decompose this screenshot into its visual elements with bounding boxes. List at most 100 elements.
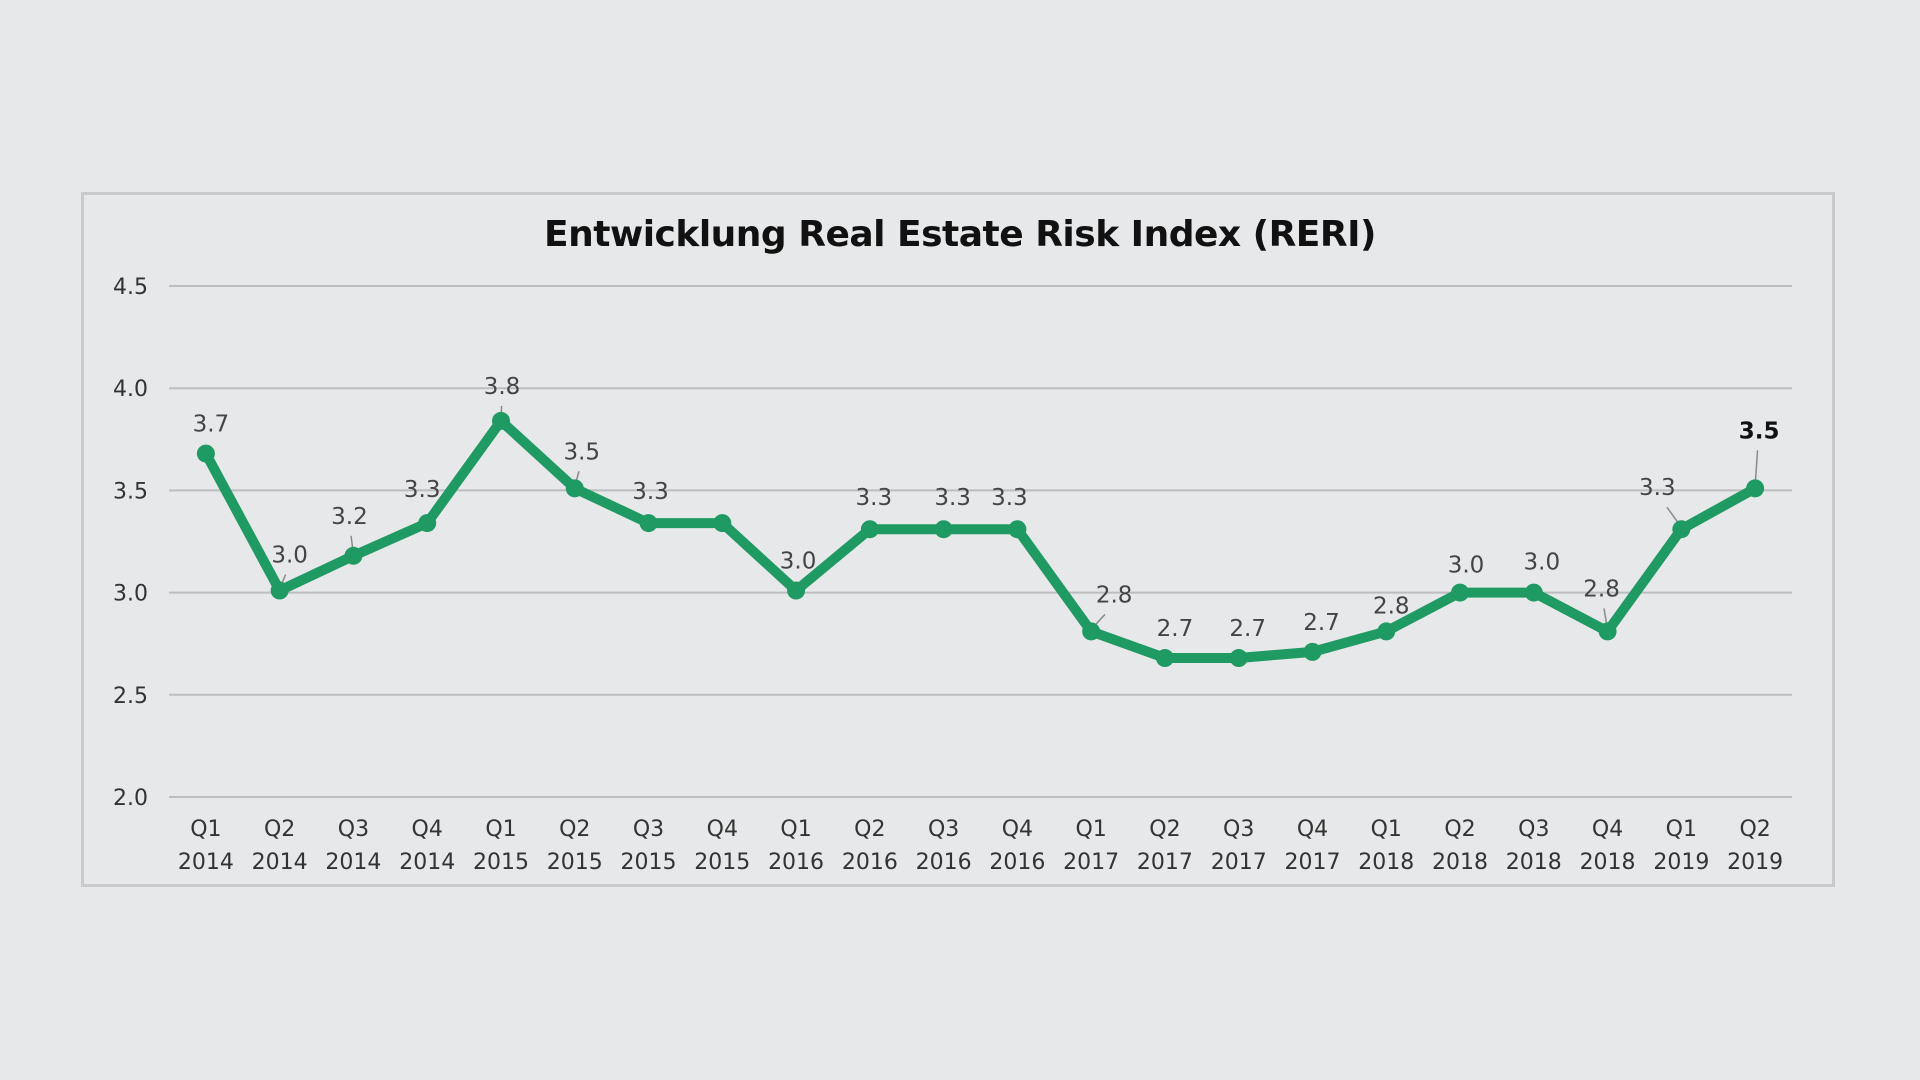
x-tick-year: 2018 [1506,850,1562,875]
x-tick-year: 2019 [1727,850,1783,875]
x-tick-year: 2017 [1137,850,1193,875]
x-axis-ticks: Q1 2014 Q2 2014 Q3 2014 Q4 2014 Q1 2015 Q2 2015 Q3 20… [178,817,1783,875]
data-label: 3.0 [271,543,308,569]
data-labels: 3.7 3.0 3.2 3.3 3.8 3.5 3.3 3.0 3.3 3.3 3.3 2.8 2.7 2… [193,374,1780,642]
x-tick-year: 2016 [768,850,824,875]
x-tick-year: 2018 [1358,850,1414,875]
data-label: 3.3 [632,479,669,505]
data-label: 3.3 [404,477,441,503]
x-tick-quarter: Q4 [707,817,738,842]
x-tick-quarter: Q1 [780,817,811,842]
x-tick-quarter: Q2 [1444,817,1475,842]
x-tick-year: 2016 [916,850,972,875]
x-tick-year: 2019 [1653,850,1709,875]
data-label: 3.3 [1639,475,1676,501]
data-point [1008,520,1027,539]
data-label: 3.3 [856,485,893,511]
data-label: 2.8 [1583,576,1620,602]
x-tick-year: 2017 [1284,850,1340,875]
data-label: 3.5 [1739,418,1780,444]
y-axis-ticks: 4.5 4.0 3.5 3.0 2.5 2.0 [113,275,148,811]
x-tick-year: 2016 [989,850,1045,875]
data-point [860,520,879,539]
x-tick-quarter: Q4 [1297,817,1328,842]
data-point [1155,649,1174,668]
x-tick-quarter: Q3 [928,817,959,842]
data-point [1377,622,1396,641]
x-tick-year: 2017 [1211,850,1267,875]
x-tick-quarter: Q1 [485,817,516,842]
data-label: 3.3 [934,485,971,511]
data-label: 2.7 [1157,616,1194,642]
x-tick-year: 2018 [1432,850,1488,875]
data-label: 3.5 [563,439,600,465]
x-tick-year: 2014 [325,850,381,875]
data-point [1303,642,1322,661]
x-tick-year: 2014 [252,850,308,875]
x-tick-quarter: Q2 [854,817,885,842]
series-line-path [200,415,1761,664]
data-point [196,444,215,463]
x-tick-year: 2015 [694,850,750,875]
chart-frame [81,192,1835,887]
x-tick-quarter: Q1 [1371,817,1402,842]
data-point [344,546,363,565]
data-markers [196,411,1765,668]
data-label: 3.8 [484,374,521,400]
data-label: 3.0 [1448,553,1485,579]
data-point [1082,622,1101,641]
gridlines [169,285,1792,798]
data-point [934,520,953,539]
x-tick-quarter: Q2 [264,817,295,842]
y-tick-label: 4.5 [113,275,148,300]
x-tick-quarter: Q2 [1149,817,1180,842]
data-point [713,514,732,533]
x-tick-quarter: Q1 [190,817,221,842]
series-line [200,415,1761,664]
x-tick-year: 2015 [621,850,677,875]
x-tick-quarter: Q4 [1002,817,1033,842]
x-tick-quarter: Q2 [1739,817,1770,842]
y-tick-label: 4.0 [113,377,148,402]
x-tick-year: 2015 [473,850,529,875]
data-point [639,514,658,533]
data-point [1746,479,1765,498]
data-point [787,581,806,600]
x-tick-year: 2014 [399,850,455,875]
x-tick-year: 2016 [842,850,898,875]
x-tick-quarter: Q1 [1075,817,1106,842]
x-tick-quarter: Q3 [1518,817,1549,842]
data-point [418,514,437,533]
data-point [1229,649,1248,668]
data-point [1672,520,1691,539]
data-point [491,411,510,430]
data-label: 2.8 [1096,582,1133,608]
x-tick-quarter: Q1 [1666,817,1697,842]
x-tick-year: 2018 [1580,850,1636,875]
data-label: 3.2 [331,504,368,530]
x-tick-quarter: Q3 [338,817,369,842]
data-point [1524,583,1543,602]
data-label: 2.8 [1373,593,1410,619]
data-label: 3.0 [780,549,817,575]
y-tick-label: 2.5 [113,684,148,709]
y-tick-label: 3.0 [113,582,148,607]
data-label: 3.3 [991,485,1028,511]
x-tick-quarter: Q4 [412,817,443,842]
x-tick-quarter: Q4 [1592,817,1623,842]
data-label: 3.0 [1524,550,1561,576]
x-tick-quarter: Q3 [633,817,664,842]
data-point [565,479,584,498]
data-point [1598,622,1617,641]
data-label: 2.7 [1229,616,1266,642]
x-tick-year: 2015 [547,850,603,875]
x-tick-year: 2014 [178,850,234,875]
data-point [1451,583,1470,602]
y-tick-label: 3.5 [113,479,148,504]
x-tick-year: 2017 [1063,850,1119,875]
x-tick-quarter: Q3 [1223,817,1254,842]
data-label: 2.7 [1303,610,1340,636]
data-label: 3.7 [193,412,230,438]
y-tick-label: 2.0 [113,786,148,811]
